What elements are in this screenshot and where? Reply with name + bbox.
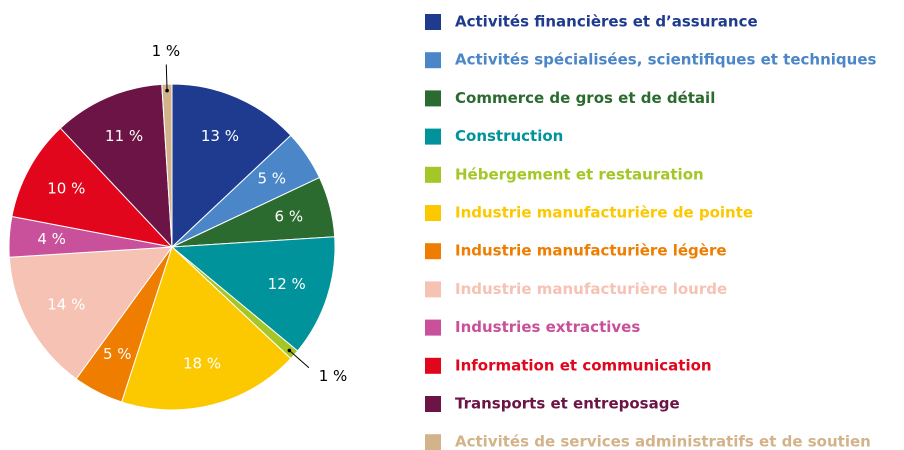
leader-dot <box>165 88 169 93</box>
legend-swatch <box>425 357 441 374</box>
legend-swatch <box>425 243 441 260</box>
legend-label: Information et communication <box>455 356 712 374</box>
legend-swatch <box>425 14 441 30</box>
pie-slice <box>11 127 174 248</box>
legend-swatch <box>425 52 441 69</box>
legend-label: Activités financières et d’assurance <box>455 13 758 31</box>
leader-dot <box>287 348 292 353</box>
legend-label: Hébergement et restauration <box>455 165 704 183</box>
data-label: 5 % <box>257 170 286 188</box>
legend-swatch <box>425 90 441 107</box>
data-label: 1 % <box>152 42 181 60</box>
pie-slice <box>171 83 292 249</box>
leader-line <box>289 350 310 369</box>
data-label: 1 % <box>319 367 348 385</box>
legend-label: Industrie manufacturière lourde <box>455 280 727 298</box>
data-label: 4 % <box>37 230 66 248</box>
data-label: 10 % <box>47 179 85 197</box>
legend-swatch <box>425 166 441 183</box>
pie-slice <box>8 246 174 380</box>
legend-swatch <box>425 205 441 221</box>
legend-label: Construction <box>455 127 563 145</box>
data-label: 18 % <box>183 354 221 372</box>
pie-slice <box>59 83 173 249</box>
legend-swatch <box>425 396 441 412</box>
data-label: 6 % <box>275 208 304 226</box>
legend-swatch <box>425 128 441 145</box>
legend-label: Transports et entreposage <box>455 395 680 413</box>
legend-label: Industries extractives <box>455 318 640 336</box>
pie-slice <box>170 236 336 352</box>
pie-slice <box>120 246 292 411</box>
data-label: 14 % <box>47 296 85 314</box>
legend-label: Activités de services administratifs et … <box>455 433 871 450</box>
legend-swatch <box>425 434 441 450</box>
data-label: 12 % <box>268 275 306 293</box>
legend-swatch <box>425 319 441 336</box>
leader-line <box>165 64 168 91</box>
legend-swatch <box>425 281 441 298</box>
data-label: 5 % <box>103 345 132 363</box>
legend-label: Industrie manufacturière légère <box>455 242 727 260</box>
legend-label: Industrie manufacturière de pointe <box>455 204 753 222</box>
legend-label: Activités spécialisées, scientifiques et… <box>455 51 877 69</box>
data-label: 11 % <box>105 127 143 145</box>
data-label: 13 % <box>201 127 239 145</box>
legend-label: Commerce de gros et de détail <box>455 89 715 107</box>
